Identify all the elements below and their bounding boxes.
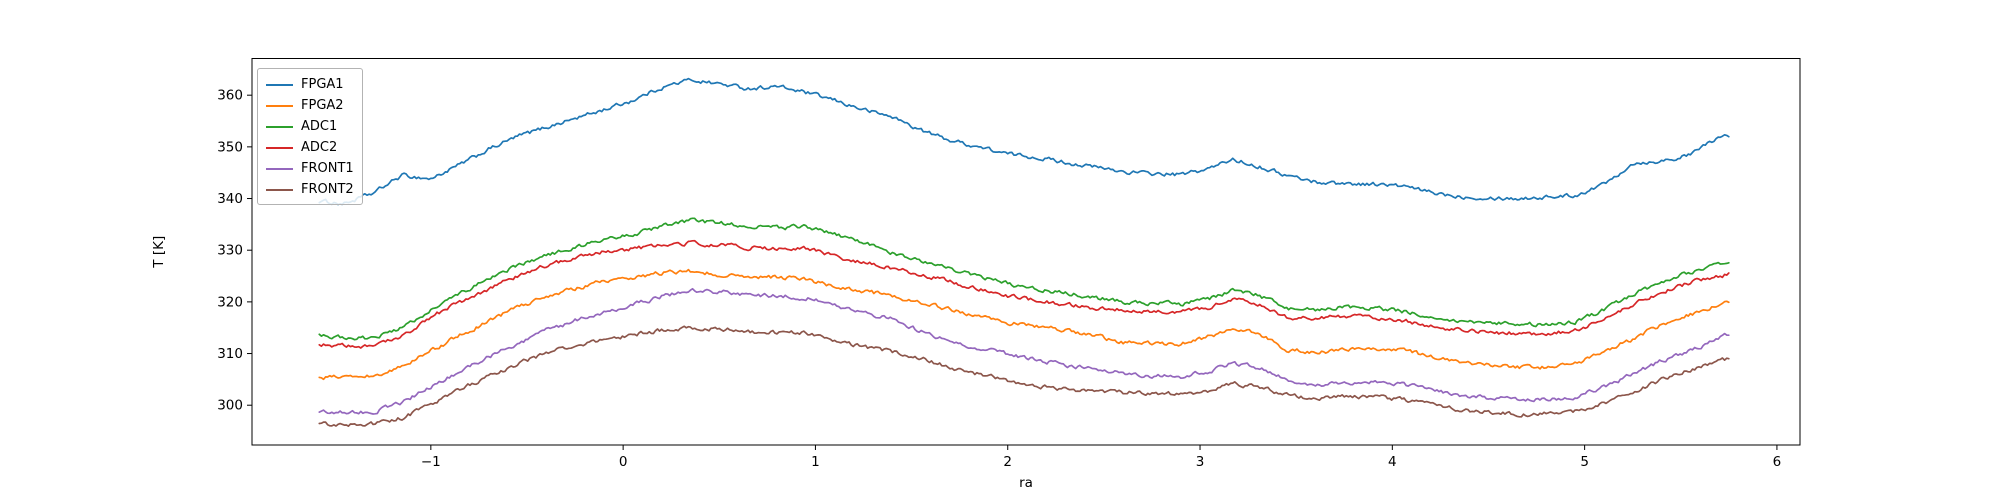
legend-line-sample [266, 125, 293, 128]
x-tick-label: 5 [1580, 454, 1589, 470]
x-tick-label: 0 [619, 454, 628, 470]
series-line-adc1 [318, 217, 1730, 341]
y-tick-label: 360 [217, 88, 243, 104]
legend-label: FRONT2 [301, 182, 354, 197]
series-line-front1 [318, 287, 1730, 415]
y-tick-label: 300 [217, 398, 243, 414]
x-tick-label: 3 [1196, 454, 1205, 470]
y-tick-label: 350 [217, 139, 243, 155]
y-tick-label: 320 [217, 294, 243, 310]
x-tick-label: 2 [1003, 454, 1012, 470]
legend-line-sample [266, 104, 293, 107]
legend-label: FPGA2 [301, 98, 344, 113]
legend-label: ADC2 [301, 140, 338, 155]
legend-item-adc1: ADC1 [266, 116, 354, 137]
legend-item-front1: FRONT1 [266, 158, 354, 179]
y-axis-label: T [K] [151, 236, 167, 269]
legend-item-adc2: ADC2 [266, 137, 354, 158]
series-line-fpga2 [318, 268, 1730, 381]
legend-label: FRONT1 [301, 161, 354, 176]
legend-line-sample [266, 167, 293, 170]
x-tick-label: −1 [421, 454, 441, 470]
y-tick-label: 310 [217, 346, 243, 362]
x-axis-label: ra [1019, 475, 1033, 491]
legend-item-fpga1: FPGA1 [266, 74, 354, 95]
legend-line-sample [266, 83, 293, 86]
legend-label: ADC1 [301, 119, 338, 134]
series-line-adc2 [318, 239, 1730, 349]
legend-line-sample [266, 146, 293, 149]
y-tick-label: 340 [217, 191, 243, 207]
x-tick-label: 1 [811, 454, 820, 470]
axes-frame [251, 58, 1801, 446]
legend-label: FPGA1 [301, 77, 344, 92]
legend: FPGA1 FPGA2 ADC1 ADC2 FRONT1 FRONT2 [257, 68, 363, 205]
series-line-fpga1 [318, 77, 1730, 206]
legend-line-sample [266, 188, 293, 191]
x-tick-label: 4 [1388, 454, 1397, 470]
series-line-front2 [318, 325, 1730, 427]
y-tick-label: 330 [217, 243, 243, 259]
legend-item-front2: FRONT2 [266, 179, 354, 200]
x-tick-label: 6 [1773, 454, 1782, 470]
legend-item-fpga2: FPGA2 [266, 95, 354, 116]
